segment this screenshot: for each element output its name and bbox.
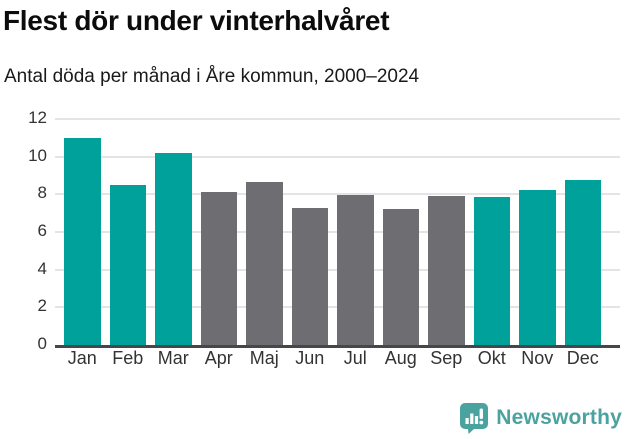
bar-sep bbox=[428, 196, 465, 345]
bar-okt bbox=[473, 197, 510, 345]
x-axis-labels: Jan Feb Mar Apr Maj Jun Jul Aug Sep Okt Nov Dec bbox=[55, 348, 620, 369]
bar-chart: 0 2 4 6 8 10 12 Jan Feb Mar Apr Maj Jun Jul Aug Sep Okt… bbox=[0, 109, 631, 384]
x-tick-label-apr: Apr bbox=[204, 348, 233, 368]
chart-title: Flest dör under vinterhalvåret bbox=[3, 5, 390, 36]
x-tick-label-aug: Aug bbox=[384, 348, 417, 368]
bar-apr bbox=[200, 192, 237, 345]
x-tick-label-okt: Okt bbox=[477, 348, 506, 368]
bars-container bbox=[55, 122, 620, 345]
bar-feb bbox=[109, 184, 146, 345]
gridline-y12 bbox=[55, 118, 620, 120]
y-tick-label-4: 4 bbox=[37, 258, 47, 278]
bar-jan bbox=[64, 137, 101, 345]
x-tick-label-maj: Maj bbox=[249, 348, 279, 368]
x-tick-label-feb: Feb bbox=[112, 348, 144, 368]
plot-area: 0 2 4 6 8 10 12 bbox=[28, 109, 620, 353]
chart-subtitle: Antal döda per månad i Åre kommun, 2000–… bbox=[4, 66, 420, 87]
x-tick-label-jun: Jun bbox=[295, 348, 325, 368]
x-tick-label-jul: Jul bbox=[343, 348, 367, 368]
y-tick-label-0: 0 bbox=[37, 334, 47, 353]
bar-jul bbox=[337, 195, 374, 345]
brand-name: Newsworthy bbox=[496, 406, 622, 429]
y-tick-label-10: 10 bbox=[28, 145, 47, 165]
x-tick-label-jan: Jan bbox=[67, 348, 97, 368]
y-tick-label-6: 6 bbox=[37, 221, 47, 240]
x-tick-label-nov: Nov bbox=[521, 348, 554, 368]
y-tick-label-8: 8 bbox=[37, 183, 47, 203]
bar-nov bbox=[519, 189, 556, 345]
bar-aug bbox=[382, 209, 419, 345]
x-tick-label-sep: Sep bbox=[430, 348, 463, 368]
bar-dec bbox=[564, 180, 601, 345]
brand-footer: Newsworthy bbox=[459, 402, 622, 434]
bar-maj bbox=[246, 182, 283, 345]
bar-jun bbox=[291, 207, 328, 345]
bar-mar bbox=[155, 152, 192, 345]
x-tick-label-mar: Mar bbox=[157, 348, 189, 368]
y-tick-label-12: 12 bbox=[28, 108, 47, 127]
y-tick-label-2: 2 bbox=[37, 296, 47, 316]
gridline-y10 bbox=[55, 155, 620, 158]
gridline-y8 bbox=[55, 193, 620, 196]
newsworthy-speech-bubble-chart-icon bbox=[460, 403, 489, 434]
x-tick-label-dec: Dec bbox=[566, 348, 599, 368]
